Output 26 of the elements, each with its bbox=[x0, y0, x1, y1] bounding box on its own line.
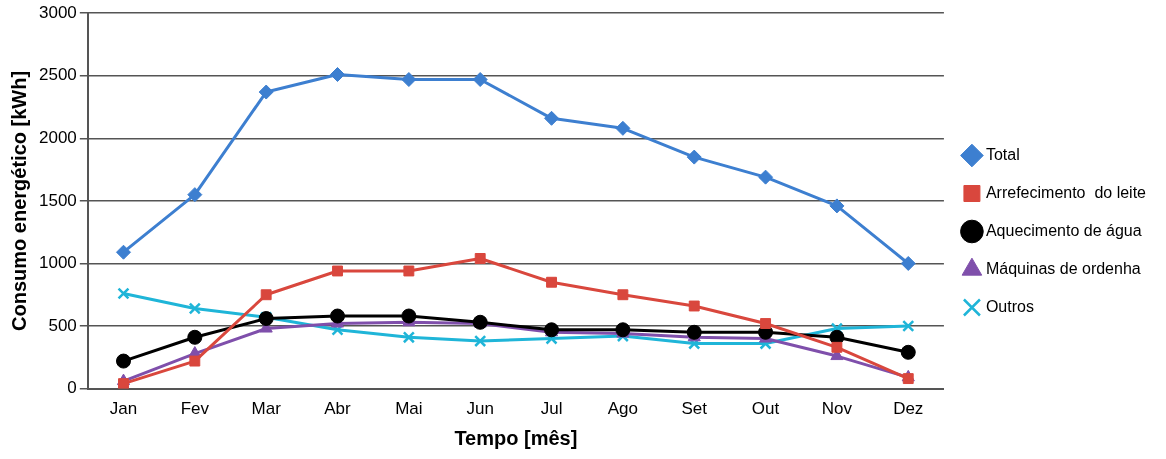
x-tick-label: Abr bbox=[324, 399, 352, 419]
x-tick-label: Out bbox=[751, 399, 780, 419]
x-axis-title: Tempo [mês] bbox=[454, 426, 578, 449]
y-tick-label: 2000 bbox=[38, 128, 77, 148]
legend-label: Máquinas de ordenha bbox=[985, 259, 1141, 277]
x-tick-label: Fev bbox=[180, 399, 210, 419]
y-tick-label: 2500 bbox=[38, 65, 77, 85]
x-tick-label: Dez bbox=[893, 399, 924, 419]
x-tick-label: Nov bbox=[821, 399, 853, 419]
y-axis-title: Consumo energético [kWh] bbox=[7, 70, 30, 331]
y-tick-label: 3000 bbox=[38, 2, 77, 22]
y-tick-label: 1500 bbox=[38, 190, 77, 210]
legend-label: Total bbox=[985, 145, 1020, 163]
x-tick-label: Jan bbox=[109, 399, 138, 419]
x-tick-label: Jun bbox=[466, 399, 494, 419]
x-tick-label: Mai bbox=[395, 399, 423, 419]
x-tick-label: Ago bbox=[607, 399, 639, 419]
legend-label: Aquecimento de água bbox=[985, 221, 1142, 239]
y-tick-label: 0 bbox=[67, 378, 77, 398]
y-tick-label: 500 bbox=[48, 315, 77, 335]
x-tick-label: Mar bbox=[251, 399, 282, 419]
x-tick-label: Jul bbox=[540, 399, 563, 419]
legend-label: Outros bbox=[985, 297, 1034, 315]
legend-label: Arrefecimento do leite bbox=[985, 183, 1147, 201]
x-tick-label: Set bbox=[681, 399, 708, 419]
y-tick-label: 1000 bbox=[38, 253, 77, 273]
